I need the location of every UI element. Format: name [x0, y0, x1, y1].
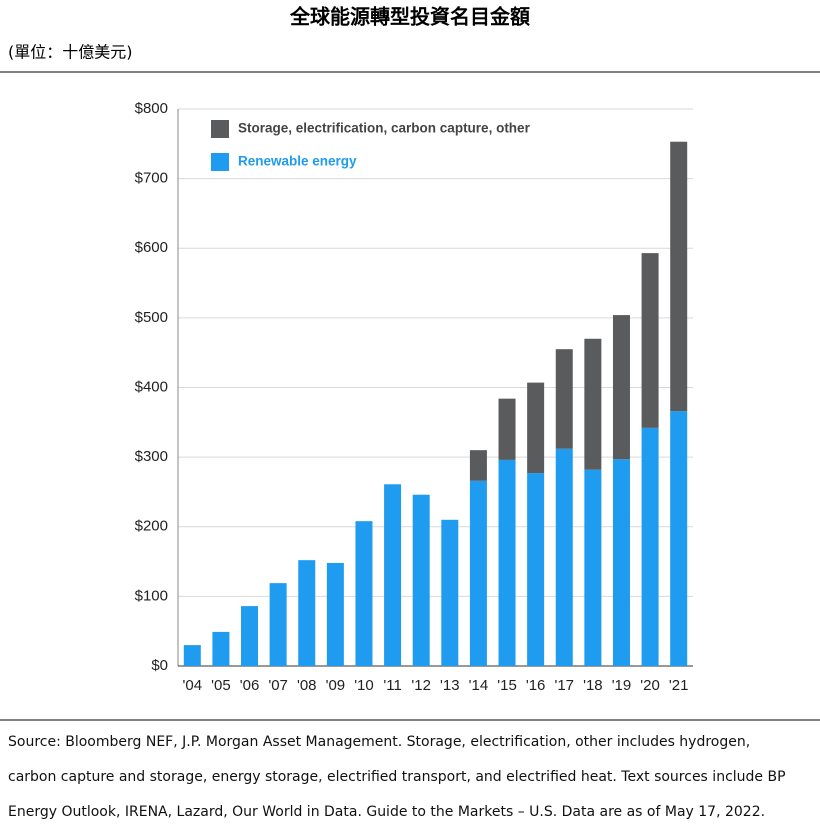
- bar-segment: [183, 645, 201, 666]
- source-note: carbon capture and storage, energy stora…: [8, 769, 786, 785]
- y-tick-label: $300: [135, 448, 168, 465]
- bar-segment: [241, 606, 259, 666]
- legend-swatch: [211, 120, 229, 138]
- bar-segment: [498, 459, 516, 666]
- bar-segment: [469, 480, 487, 666]
- source-note: Energy Outlook, IRENA, Lazard, Our World…: [8, 804, 765, 820]
- x-tick-label: '18: [583, 677, 603, 694]
- source-note: Source: Bloomberg NEF, J.P. Morgan Asset…: [8, 734, 750, 750]
- y-tick-label: $200: [135, 518, 168, 535]
- bar-segment: [412, 494, 430, 666]
- bar-segment: [670, 411, 688, 666]
- x-tick-label: '17: [554, 677, 574, 694]
- bar-segment: [326, 562, 344, 666]
- bar-segment: [612, 315, 630, 460]
- bar-segment: [555, 349, 573, 449]
- y-tick-label: $700: [135, 170, 168, 187]
- bar-segment: [269, 583, 287, 666]
- bar-segment: [584, 469, 602, 666]
- y-tick-label: $0: [151, 657, 168, 674]
- x-tick-label: '15: [497, 677, 517, 694]
- x-tick-label: '20: [640, 677, 660, 694]
- bar-segment: [498, 398, 516, 460]
- bar-segment: [641, 253, 659, 428]
- bar-segment: [612, 459, 630, 666]
- x-tick-label: '21: [669, 677, 689, 694]
- y-tick-label: $400: [135, 378, 168, 395]
- bar-segment: [212, 631, 230, 666]
- legend-swatch: [211, 153, 229, 171]
- bar-segment: [584, 338, 602, 470]
- x-tick-label: '19: [612, 677, 632, 694]
- y-tick-label: $800: [135, 100, 168, 117]
- y-tick-label: $600: [135, 239, 168, 256]
- chart-title: 全球能源轉型投資名目金額: [289, 5, 530, 29]
- x-tick-label: '04: [183, 677, 203, 694]
- x-tick-label: '10: [354, 677, 374, 694]
- x-tick-label: '13: [440, 677, 460, 694]
- bar-segment: [298, 560, 316, 666]
- x-tick-label: '09: [326, 677, 346, 694]
- bar-segment: [641, 427, 659, 666]
- x-tick-label: '14: [469, 677, 489, 694]
- y-tick-label: $100: [135, 587, 168, 604]
- x-tick-label: '11: [383, 677, 401, 694]
- bar-segment: [527, 473, 545, 666]
- x-tick-label: '12: [411, 677, 431, 694]
- legend-label: Storage, electrification, carbon capture…: [238, 121, 531, 136]
- x-tick-label: '16: [526, 677, 546, 694]
- bar-segment: [670, 141, 688, 412]
- bar-segment: [555, 448, 573, 666]
- bar-segment: [384, 484, 402, 666]
- legend-label: Renewable energy: [238, 154, 357, 169]
- x-tick-label: '08: [297, 677, 317, 694]
- bar-segment: [469, 450, 487, 481]
- x-tick-label: '05: [211, 677, 231, 694]
- y-tick-label: $500: [135, 309, 168, 326]
- bar-segment: [441, 519, 459, 666]
- bar-segment: [355, 521, 373, 666]
- chart-subtitle: (單位：十億美元): [8, 43, 133, 62]
- bar-segment: [527, 382, 545, 474]
- x-tick-label: '06: [240, 677, 260, 694]
- x-tick-label: '07: [268, 677, 288, 694]
